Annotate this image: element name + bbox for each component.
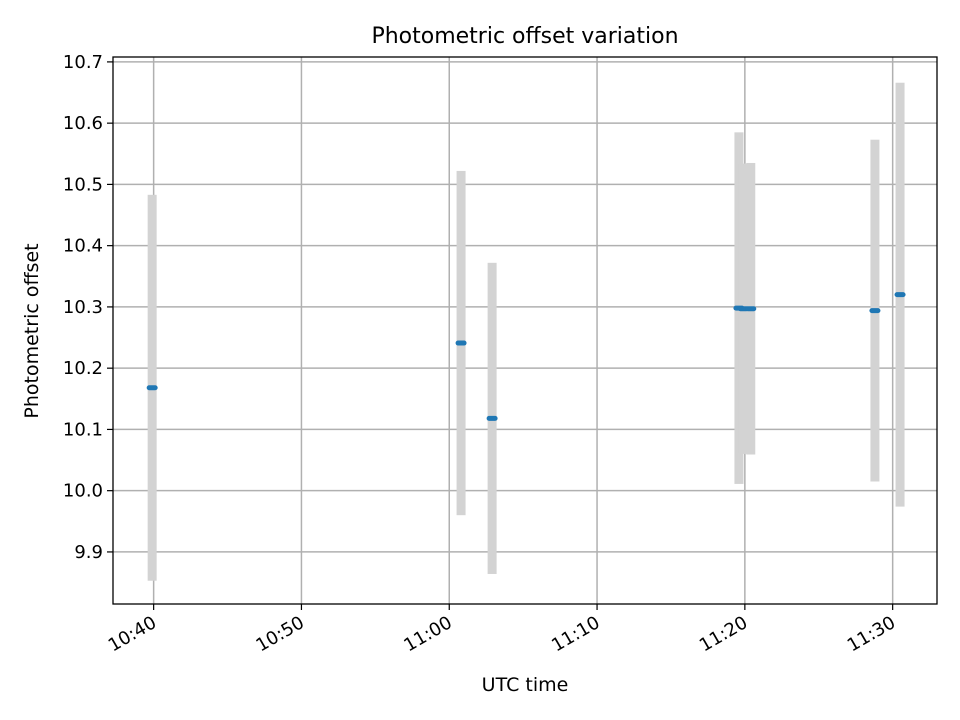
y-axis-label: Photometric offset [21, 243, 43, 418]
y-tick-label: 10.3 [63, 297, 103, 318]
chart-title: Photometric offset variation [371, 24, 678, 49]
y-tick-label: 9.9 [74, 542, 103, 563]
data-point [894, 292, 906, 298]
x-axis-label: UTC time [482, 674, 569, 696]
data-point [146, 385, 158, 391]
data-point [455, 340, 467, 346]
y-tick-label: 10.7 [63, 52, 103, 73]
y-tick-label: 10.2 [63, 358, 103, 379]
plot-frame [112, 56, 938, 605]
data-points [146, 292, 906, 421]
data-point [869, 308, 881, 314]
data-point [486, 415, 498, 421]
data-point [745, 306, 757, 312]
y-tick-label: 10.0 [63, 481, 103, 502]
y-tick-label: 10.4 [63, 236, 103, 257]
y-tick-label: 10.5 [63, 174, 103, 195]
y-tick-label: 10.6 [63, 113, 103, 134]
y-tick-label: 10.1 [63, 419, 103, 440]
y-axis-ticks: 9.9 10.0 10.1 10.2 10.3 10.4 10.5 10.6 10.7 [63, 52, 113, 563]
